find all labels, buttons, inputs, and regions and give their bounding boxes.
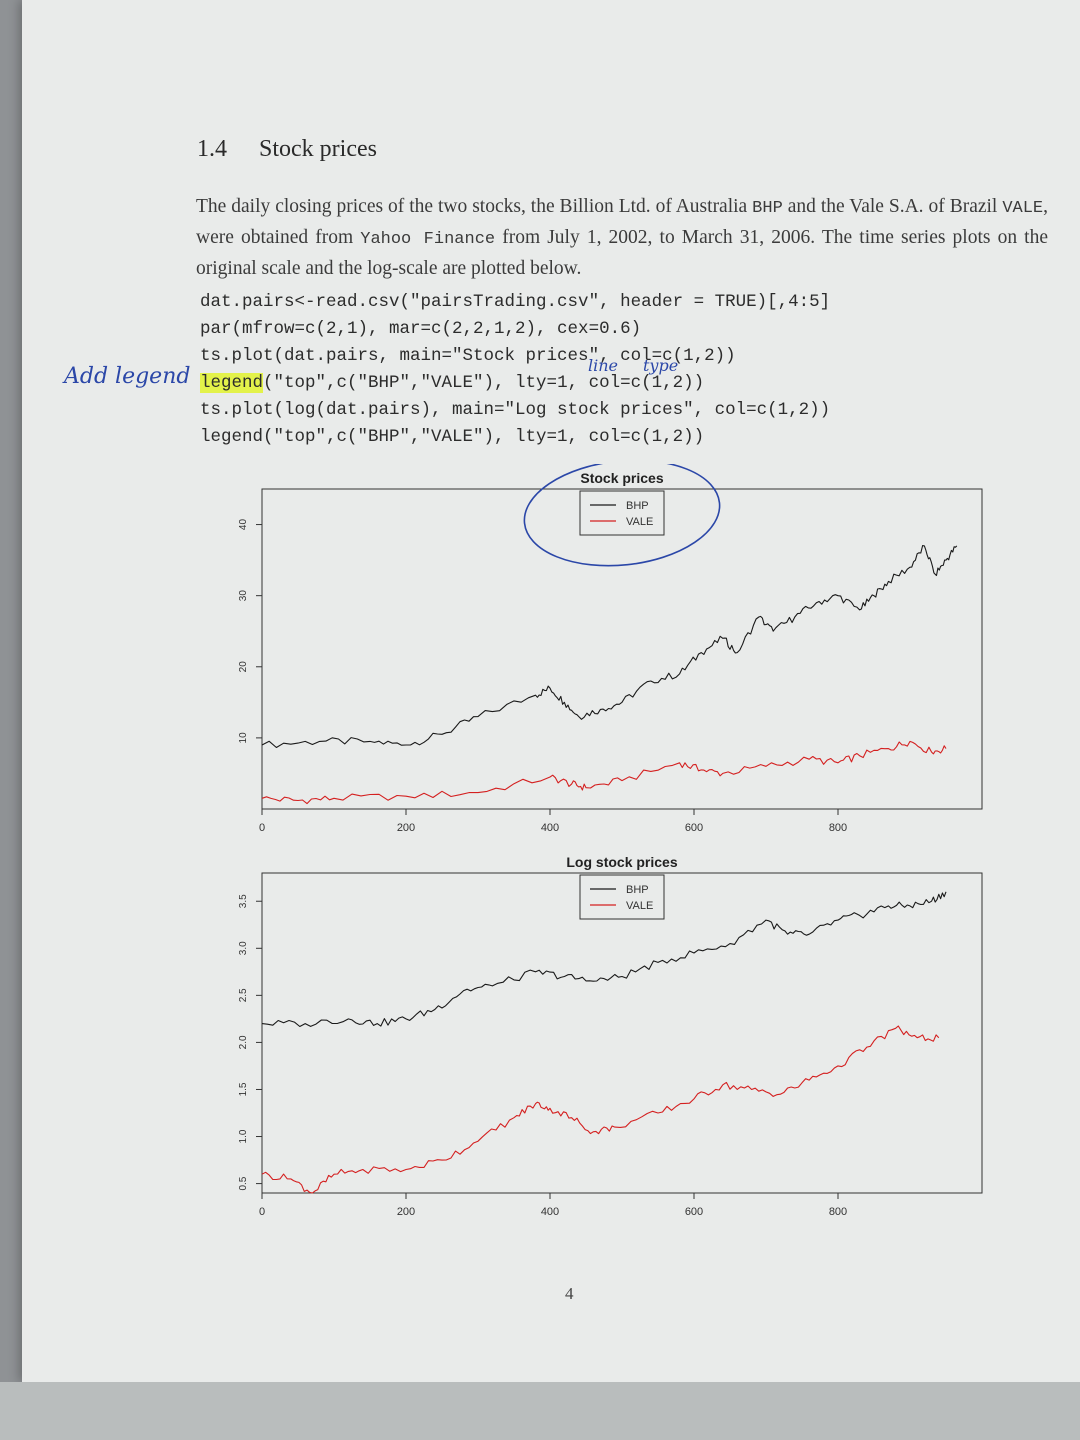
code-block: dat.pairs<-read.csv("pairsTrading.csv", … (200, 289, 830, 451)
handwritten-margin-note: Add legend (64, 364, 191, 389)
y-tick-label: 30 (238, 590, 249, 602)
data-source: Yahoo Finance (360, 230, 496, 249)
chart-title: Log stock prices (566, 854, 677, 870)
y-tick-label: 10 (238, 732, 249, 744)
y-tick-label: 20 (238, 661, 249, 673)
code-line: legend("top",c("BHP","VALE"), lty=1, col… (200, 370, 830, 397)
code-line: ts.plot(log(dat.pairs), main="Log stock … (200, 400, 831, 420)
document-page: 1.4 Stock prices The daily closing prices… (22, 0, 1080, 1382)
intro-paragraph: The daily closing prices of the two stoc… (196, 192, 1048, 283)
series-line-vale (261, 740, 947, 805)
legend-label: BHP (626, 500, 649, 512)
y-tick-label: 0.5 (238, 1176, 249, 1190)
ticker-vale: VALE (1002, 199, 1044, 218)
x-tick-label: 800 (829, 1206, 847, 1218)
y-tick-label: 2.0 (238, 1035, 249, 1049)
x-tick-label: 400 (541, 1206, 559, 1218)
table-surface (0, 1382, 1080, 1440)
paragraph-text: , were obtained from (196, 196, 1048, 248)
code-text: ("top",c("BHP","VALE"), lty=1, col=c(1,2… (263, 373, 705, 393)
log-stock-prices-plot: Log stock prices 0 200 400 600 800 0.5 1.0 1.5 2.… (222, 848, 1002, 1243)
legend-label: VALE (626, 516, 653, 528)
code-line: dat.pairs<-read.csv("pairsTrading.csv", … (200, 292, 831, 312)
paragraph-text: The daily closing prices of the two stoc… (196, 196, 753, 217)
series-line-bhp (261, 545, 958, 749)
y-tick-label: 1.5 (238, 1082, 249, 1096)
section-heading: 1.4 Stock prices (197, 136, 377, 163)
paragraph-text: from July 1, 2002, to March 31, 2006. Th… (196, 227, 1049, 279)
handwritten-annotation: type (643, 356, 679, 375)
legend-box (579, 874, 665, 920)
legend-box (579, 490, 665, 536)
plot-frame (261, 872, 983, 1194)
x-tick-label: 0 (259, 1206, 265, 1218)
code-line: ts.plot(dat.pairs, main="Stock prices", … (200, 346, 736, 366)
section-number: 1.4 (197, 136, 227, 162)
legend-label: VALE (626, 900, 653, 912)
series-line-bhp (261, 891, 947, 1028)
page-number: 4 (565, 1284, 574, 1303)
log-stock-prices-chart: Log stock prices 0 200 400 600 800 0.5 1.0 1.5 2.… (238, 854, 983, 1218)
stock-prices-plot: Stock prices 0 200 400 600 800 10 20 30 40 BHP VALE (222, 459, 1002, 859)
y-tick-label: 2.5 (238, 988, 249, 1002)
x-tick-label: 800 (829, 822, 847, 834)
x-tick-label: 400 (541, 822, 559, 834)
y-tick-label: 3.5 (238, 894, 249, 908)
section-title: Stock prices (259, 136, 377, 162)
y-tick-label: 40 (238, 519, 249, 531)
handwritten-annotation: line (588, 356, 619, 375)
x-tick-label: 200 (397, 1206, 415, 1218)
y-tick-label: 3.0 (238, 941, 249, 955)
legend-label: BHP (626, 884, 649, 896)
series-line-vale (261, 1025, 940, 1194)
x-tick-label: 600 (685, 1206, 703, 1218)
code-line: legend("top",c("BHP","VALE"), lty=1, col… (200, 427, 705, 447)
x-tick-label: 200 (397, 822, 415, 834)
y-tick-label: 1.0 (238, 1129, 249, 1143)
chart-title: Stock prices (580, 470, 663, 486)
plot-frame (261, 488, 983, 810)
stock-prices-chart: Stock prices 0 200 400 600 800 10 20 30 40 BHP VALE (238, 459, 983, 834)
paragraph-text: and the Vale S.A. of Brazil (782, 196, 1003, 217)
code-line: par(mfrow=c(2,1), mar=c(2,2,1,2), cex=0.… (200, 319, 642, 339)
ticker-bhp: BHP (752, 199, 783, 218)
x-tick-label: 0 (259, 822, 265, 834)
x-tick-label: 600 (685, 822, 703, 834)
highlighted-code: legend (200, 373, 264, 393)
